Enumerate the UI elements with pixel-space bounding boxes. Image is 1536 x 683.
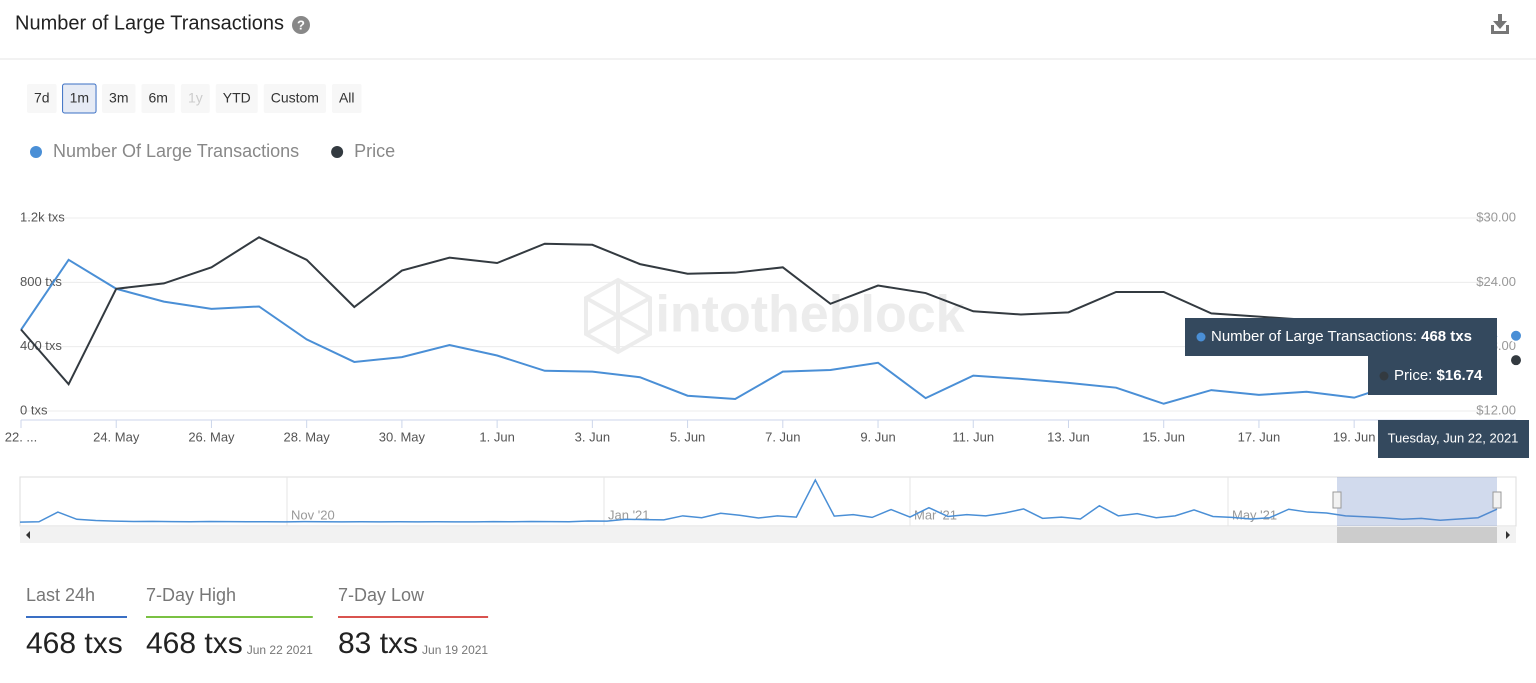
- range-button-label: 1m: [70, 90, 89, 106]
- x-tick-label: 5. Jun: [670, 429, 705, 444]
- stat-value: 83 txs: [338, 627, 418, 660]
- range-button-label: 3m: [109, 90, 128, 106]
- y2-tick-label: $30.00: [1476, 209, 1516, 224]
- widget-title: Number of Large Transactions: [15, 12, 284, 34]
- range-button-bg: [141, 84, 175, 113]
- range-button[interactable]: All: [331, 84, 362, 113]
- tooltip-text: Price: $16.74: [1394, 367, 1483, 384]
- stat-label: 7-Day Low: [338, 585, 425, 605]
- x-tick-label: 3. Jun: [575, 429, 610, 444]
- navigator-line: [19, 478, 1498, 523]
- tooltip-dot: [1379, 371, 1389, 381]
- x-tick-label: 9. Jun: [860, 429, 895, 444]
- date-tooltip: [1378, 420, 1529, 458]
- series-line: [20, 236, 1498, 386]
- y-tick-label: 800 txs: [20, 274, 62, 289]
- watermark-logo: [584, 277, 652, 355]
- hover-marker: [1509, 353, 1523, 368]
- svg-text:?: ?: [297, 17, 305, 32]
- range-button[interactable]: Custom: [263, 84, 326, 113]
- x-tick-label: 1. Jun: [479, 429, 514, 444]
- y-tick-label: 1.2k txs: [20, 209, 65, 224]
- tooltip-label: Price:: [1394, 367, 1432, 384]
- date-tooltip-text: Tuesday, Jun 22, 2021: [1388, 430, 1519, 445]
- range-button-label: Custom: [271, 90, 319, 106]
- y-tick-label: 400 txs: [20, 338, 62, 353]
- x-tick-label: 22. ...: [5, 429, 38, 444]
- range-button-bg: [180, 84, 210, 113]
- navigator-handle[interactable]: [1332, 491, 1342, 509]
- range-button[interactable]: 3m: [102, 84, 136, 113]
- range-button-label: 1y: [188, 90, 203, 106]
- navigator-frame: [19, 476, 1517, 527]
- navigator-label: May '21: [1232, 507, 1277, 522]
- watermark: intotheblock: [655, 286, 964, 344]
- y2-tick-label: $24.00: [1476, 274, 1516, 289]
- navigator-label: Mar '21: [914, 507, 957, 522]
- range-button-bg: [102, 84, 136, 113]
- tooltip-box: [1368, 356, 1497, 395]
- help-icon[interactable]: ?: [292, 16, 310, 34]
- stat-value: 468 txs: [26, 627, 123, 660]
- range-button-label: YTD: [223, 90, 251, 106]
- stat-date: Jun 22 2021: [247, 643, 313, 657]
- range-button[interactable]: 1y: [180, 84, 210, 113]
- stat-date: Jun 19 2021: [422, 643, 488, 657]
- x-tick-label: 13. Jun: [1047, 429, 1090, 444]
- navigator-selection: [1337, 477, 1497, 526]
- range-button-bg: [263, 84, 326, 113]
- range-button[interactable]: 7d: [27, 84, 57, 113]
- range-button-bg: [215, 84, 258, 113]
- scroll-arrow[interactable]: [1506, 531, 1510, 539]
- x-tick-label: 24. May: [93, 429, 140, 444]
- range-button-bg: [331, 84, 362, 113]
- range-button-label: 7d: [34, 90, 50, 106]
- stat-label: Last 24h: [26, 585, 95, 605]
- stat-value: 468 txs: [146, 627, 243, 660]
- y-tick-label: 0 txs: [20, 402, 48, 417]
- x-tick-label: 30. May: [379, 429, 426, 444]
- range-button-label: All: [339, 90, 355, 106]
- legend-label[interactable]: Price: [354, 141, 395, 161]
- tooltip-value: $16.74: [1437, 367, 1484, 384]
- range-button[interactable]: YTD: [215, 84, 258, 113]
- legend-marker: [331, 146, 344, 158]
- x-tick-label: 28. May: [284, 429, 331, 444]
- navigator-label: Nov '20: [291, 507, 335, 522]
- range-button[interactable]: 1m: [62, 83, 97, 114]
- tooltip-value: 468 txs: [1421, 328, 1472, 345]
- tooltip-dot: [1196, 332, 1206, 342]
- x-tick-label: 7. Jun: [765, 429, 800, 444]
- x-tick-label: 11. Jun: [952, 429, 994, 444]
- x-tick-label: 17. Jun: [1238, 429, 1281, 444]
- scroll-arrow[interactable]: [26, 531, 30, 539]
- range-button-bg: [62, 83, 97, 114]
- x-tick-label: 15. Jun: [1142, 429, 1185, 444]
- scrollbar-thumb[interactable]: [1337, 527, 1497, 543]
- range-button-bg: [27, 84, 57, 113]
- legend-label[interactable]: Number Of Large Transactions: [53, 141, 299, 161]
- hover-marker: [1509, 328, 1523, 343]
- series-line: [20, 258, 1498, 405]
- legend-marker: [30, 146, 42, 158]
- navigator-label: Jan '21: [608, 507, 650, 522]
- range-button-label: 6m: [148, 90, 167, 106]
- tooltip-text: Number of Large Transactions: 468 txs: [1211, 328, 1472, 345]
- y2-tick-label: $12.00: [1476, 402, 1516, 417]
- navigator-handle[interactable]: [1492, 491, 1502, 509]
- scrollbar-track[interactable]: [20, 527, 1516, 543]
- x-tick-label: 19. Jun: [1333, 429, 1376, 444]
- tooltip-box: [1185, 318, 1497, 356]
- tooltip-label: Number of Large Transactions:: [1211, 328, 1417, 345]
- download-icon[interactable]: [1491, 14, 1509, 34]
- x-tick-label: 26. May: [188, 429, 235, 444]
- stat-label: 7-Day High: [146, 585, 236, 605]
- range-button[interactable]: 6m: [141, 84, 175, 113]
